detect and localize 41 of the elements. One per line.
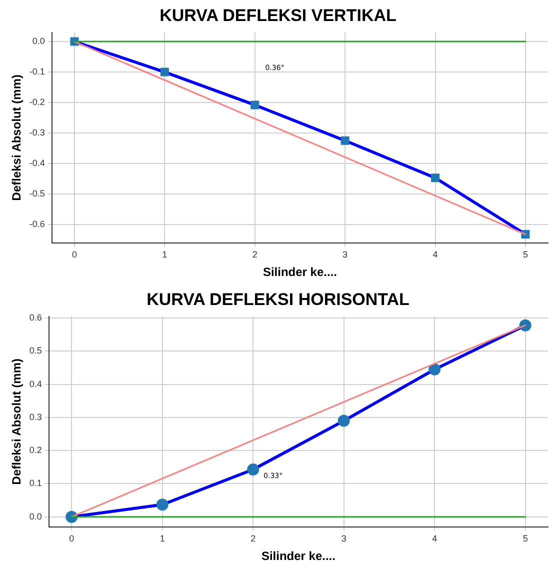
y-tick-label: -0.6 (29, 218, 45, 229)
y-axis-title: Defleksi Absolut (mm) (10, 74, 24, 201)
chart-title: KURVA DEFLEKSI VERTIKAL (160, 6, 396, 25)
y-tick-label: 0.3 (29, 412, 42, 422)
point (247, 463, 260, 476)
point (250, 100, 260, 110)
x-tick-label: 0 (72, 250, 77, 260)
y-tick-label: 0.0 (32, 36, 45, 46)
point (340, 136, 350, 145)
x-tick-label: 2 (250, 534, 256, 544)
y-tick-label: -0.3 (29, 128, 45, 138)
y-tick-label: 0.5 (29, 346, 42, 356)
x-tick-label: 5 (522, 534, 528, 544)
x-tick-label: 2 (252, 250, 258, 260)
y-axis-title: Defleksi Absolut (mm) (10, 358, 24, 485)
point (428, 363, 441, 376)
x-tick-label: 0 (69, 534, 74, 544)
point (519, 319, 532, 332)
y-tick-label: 0.4 (29, 378, 42, 389)
y-tick-label: -0.5 (29, 188, 45, 198)
y-tick-label: -0.4 (29, 158, 45, 168)
point (160, 68, 169, 76)
y-tick-label: -0.2 (29, 97, 45, 108)
chart-title: KURVA DEFLEKSI HORISONTAL (146, 290, 410, 309)
x-axis-title: Silinder ke.... (262, 265, 337, 280)
x-tick-label: 4 (432, 250, 438, 260)
point (156, 498, 168, 511)
y-tick-label: 0.0 (29, 511, 42, 522)
x-tick-label: 1 (162, 250, 168, 260)
x-tick-label: 1 (160, 534, 165, 544)
y-tick-label: 0.1 (29, 478, 42, 488)
y-tick-label: 0.6 (29, 312, 42, 323)
x-tick-label: 3 (342, 250, 348, 260)
x-tick-label: 4 (432, 534, 438, 544)
x-tick-label: 5 (522, 250, 528, 260)
point (431, 174, 440, 182)
point (338, 414, 350, 427)
y-tick-label: -0.1 (29, 66, 45, 77)
x-axis-title: Silinder ke.... (261, 549, 336, 564)
y-tick-label: 0.2 (29, 445, 42, 456)
x-tick-label: 3 (341, 534, 346, 544)
